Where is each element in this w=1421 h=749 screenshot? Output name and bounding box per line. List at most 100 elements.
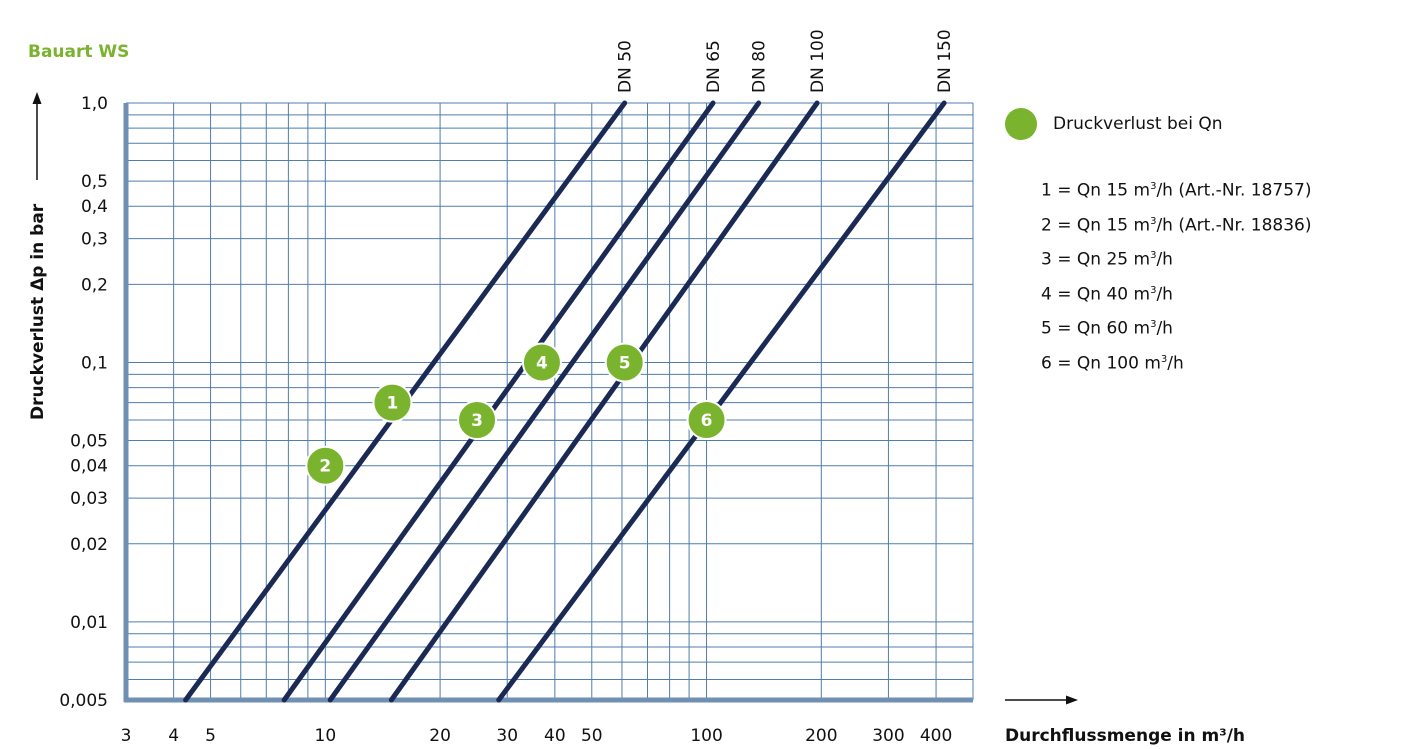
legend-item-number: 5 [1041, 318, 1052, 339]
legend-item-equals: = [1057, 318, 1072, 339]
legend-marker [1005, 108, 1037, 140]
legend-item-unit-per: /h [1156, 284, 1173, 305]
series-label-3: DN 80 [750, 40, 770, 93]
marker-2 [305, 445, 346, 486]
legend-item-value: 100 [1106, 353, 1139, 374]
legend-item-note: (Art.-Nr. 18836) [1178, 215, 1312, 236]
series-line-2 [281, 100, 716, 703]
legend-item: 1 = Qn 15 m3/h (Art.-Nr. 18757) [1041, 170, 1311, 205]
legend-item-unit-exponent: 3 [1150, 250, 1157, 261]
legend-item-number: 4 [1041, 284, 1052, 305]
legend-item-value: 60 [1106, 318, 1129, 339]
legend-item-unit-per: /h [1167, 353, 1184, 374]
marker-6 [686, 400, 727, 441]
chart-title: Bauart WS [28, 42, 130, 62]
y-tick-label: 0,005 [59, 691, 108, 711]
legend-item: 3 = Qn 25 m3/h [1041, 239, 1311, 274]
legend-item-value: 40 [1106, 284, 1129, 305]
y-tick-label: 0,01 [70, 613, 108, 633]
series-label-5: DN 150 [935, 29, 955, 93]
x-tick-label: 10 [315, 726, 337, 746]
legend-item-unit-exponent: 3 [1160, 353, 1168, 365]
legend-header: Druckverlust bei Qn [1005, 108, 1311, 140]
legend-item-qn: Qn [1076, 180, 1102, 201]
legend-item: 2 = Qn 15 m3/h (Art.-Nr. 18836) [1041, 205, 1311, 240]
series-line-5 [496, 100, 947, 703]
legend-item-equals: = [1057, 284, 1072, 305]
y-axis-arrow-head [32, 92, 42, 104]
legend-item-number: 6 [1041, 353, 1052, 374]
markers: 1 2 3 4 5 6 [305, 342, 727, 486]
series-line-4 [388, 100, 820, 703]
legend-item-unit-per: /h [1156, 215, 1173, 236]
legend-item-qn: Qn [1076, 353, 1102, 374]
legend-item-number: 1 [1041, 180, 1052, 201]
x-tick-label: 30 [496, 726, 518, 746]
legend-item-number: 3 [1041, 249, 1052, 270]
legend: Druckverlust bei Qn 1 = Qn 15 m3/h (Art.… [1005, 108, 1311, 377]
legend-list: 1 = Qn 15 m3/h (Art.-Nr. 18757) 2 = Qn 15… [1041, 170, 1311, 377]
y-tick-label: 0,2 [81, 275, 108, 295]
y-tick-label: 0,5 [81, 172, 108, 192]
legend-item-unit: m [1133, 318, 1151, 339]
legend-item-qn: Qn [1076, 249, 1102, 270]
y-tick-label: 0,04 [70, 457, 108, 477]
legend-item-value: 15 [1106, 215, 1129, 236]
x-tick-label: 20 [429, 726, 451, 746]
axis-labels: Druckverlust Δp in bar Durchflussmenge i… [28, 92, 1245, 746]
x-tick-label: 40 [544, 726, 566, 746]
legend-item-unit-exponent: 3 [1150, 215, 1157, 227]
y-tick-label: 0,05 [70, 432, 108, 452]
legend-item: 4 = Qn 40 m3/h [1041, 274, 1311, 309]
x-tick-label: 4 [168, 726, 179, 746]
legend-item-qn: Qn [1076, 284, 1102, 305]
x-tick-label: 3 [121, 726, 132, 746]
x-tick-label: 5 [205, 726, 216, 746]
x-axis-arrow-head [1066, 695, 1078, 705]
legend-item-qn: Qn [1076, 215, 1102, 236]
legend-item-unit-per: /h [1156, 180, 1173, 201]
y-tick-label: 0,02 [70, 535, 108, 555]
legend-item-unit-exponent: 3 [1150, 181, 1157, 192]
x-axis-label: Durchflussmenge in m³/h [1005, 726, 1245, 746]
legend-item-unit: m [1133, 180, 1151, 201]
series-label-2: DN 65 [704, 40, 724, 93]
series-label-1: DN 50 [616, 40, 636, 93]
legend-item-unit: m [1144, 353, 1161, 374]
axes [123, 103, 973, 703]
legend-item: 5 = Qn 60 m3/h [1041, 308, 1311, 343]
legend-item-value: 15 [1106, 180, 1129, 201]
series-line-3 [327, 100, 762, 703]
legend-item-equals: = [1057, 180, 1072, 201]
legend-item-unit-exponent: 3 [1150, 319, 1157, 330]
legend-item-note: (Art.-Nr. 18757) [1178, 180, 1312, 201]
x-tick-label: 300 [872, 726, 904, 746]
marker-4 [521, 342, 562, 383]
x-tick-label: 100 [690, 726, 722, 746]
legend-item-unit-per: /h [1156, 318, 1173, 339]
legend-head-text: Druckverlust bei Qn [1053, 114, 1223, 134]
marker-label-2: 2 [319, 457, 331, 477]
legend-item-unit: m [1133, 284, 1151, 305]
legend-item-equals: = [1057, 353, 1072, 374]
marker-label-4: 4 [536, 353, 548, 373]
y-tick-label: 0,4 [81, 197, 108, 217]
x-tick-label: 200 [805, 726, 837, 746]
x-tick-label: 400 [920, 726, 952, 746]
legend-item-unit-per: /h [1156, 249, 1173, 270]
y-tick-label: 0,03 [70, 489, 108, 509]
series-label-4: DN 100 [808, 29, 828, 93]
legend-item-equals: = [1057, 249, 1072, 270]
legend-item-unit-exponent: 3 [1150, 284, 1157, 296]
y-axis-label: Druckverlust Δp in bar [28, 203, 48, 420]
marker-label-1: 1 [387, 394, 399, 414]
marker-label-6: 6 [701, 411, 713, 431]
series-lines: DN 50 DN 65 DN 80 DN 100 DN 150 [183, 29, 955, 703]
marker-label-5: 5 [619, 353, 631, 373]
legend-item-value: 25 [1106, 249, 1129, 270]
legend-item-number: 2 [1041, 215, 1052, 236]
marker-1 [372, 382, 413, 423]
x-tick-label: 50 [581, 726, 603, 746]
legend-item: 6 = Qn 100 m3/h [1041, 343, 1311, 378]
